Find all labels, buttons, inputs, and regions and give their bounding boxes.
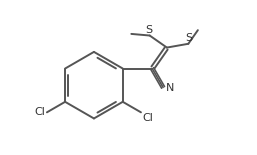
- Text: Cl: Cl: [142, 113, 153, 123]
- Text: Cl: Cl: [34, 107, 45, 117]
- Text: N: N: [166, 83, 175, 93]
- Text: S: S: [145, 25, 152, 35]
- Text: S: S: [185, 33, 192, 43]
